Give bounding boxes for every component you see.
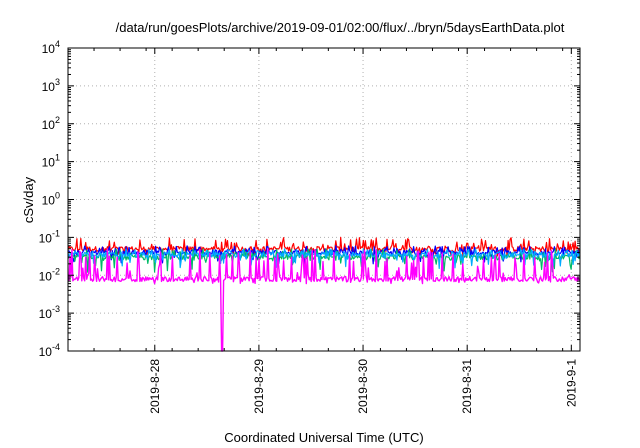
series-line-4 (67, 248, 581, 270)
x-axis-title: Coordinated Universal Time (UTC) (224, 430, 423, 445)
y-axis-ticks: 10-4 10-3 10-2 10-1 100 101 102 103 104 (39, 39, 580, 359)
y-tick-label: 100 (42, 191, 60, 208)
grid (68, 48, 580, 351)
series-layer (67, 236, 581, 352)
x-tick-label: 2019-8-30 (356, 359, 370, 414)
y-axis-title: cSv/day (21, 176, 36, 223)
y-tick-label: 10-1 (39, 228, 60, 245)
y-tick-label: 101 (42, 153, 60, 170)
y-tick-label: 103 (42, 77, 60, 94)
y-tick-label: 10-2 (39, 266, 60, 283)
x-tick-label: 2019-9-1 (564, 359, 578, 407)
x-tick-label: 2019-8-31 (460, 359, 474, 414)
x-tick-label: 2019-8-28 (148, 359, 162, 414)
series-line-1 (67, 236, 581, 258)
series-line-5 (67, 248, 581, 352)
x-axis-ticks: 2019-8-28 2019-8-29 2019-8-30 2019-8-31 2019… (67, 48, 578, 414)
y-tick-label: 104 (42, 39, 60, 56)
y-tick-label: 10-4 (39, 342, 60, 359)
chart-title: /data/run/goesPlots/archive/2019-09-01/0… (116, 20, 565, 35)
y-tick-label: 102 (42, 115, 60, 132)
y-tick-label: 10-3 (39, 304, 60, 321)
x-tick-label: 2019-8-29 (252, 359, 266, 414)
